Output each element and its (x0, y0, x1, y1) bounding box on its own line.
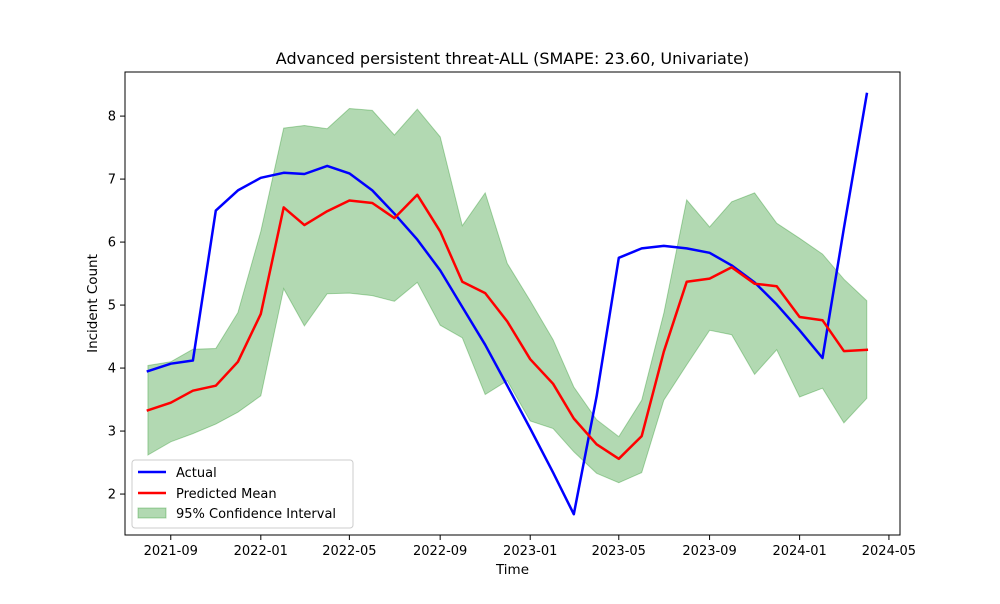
series-lines (146, 92, 869, 516)
x-axis: 2021-09 2022-01 2022-05 2022-09 2023-01 2023-… (144, 535, 916, 559)
x-tick-label: 2022-09 (413, 544, 467, 559)
axes-frame (124, 71, 901, 536)
y-axis: 2 3 4 5 6 7 8 (108, 110, 125, 503)
legend: Actual Predicted Mean 95% Confidence Int… (131, 459, 354, 529)
y-tick-label: 3 (108, 425, 116, 440)
legend-label-confidence-interval: 95% Confidence Interval (176, 507, 336, 522)
confidence-interval-band (147, 107, 868, 484)
y-tick-label: 5 (108, 299, 116, 314)
x-tick-label: 2023-01 (503, 544, 557, 559)
legend-label-actual: Actual (176, 466, 217, 481)
x-tick-label: 2021-09 (144, 544, 198, 559)
plot-area (146, 92, 869, 516)
series-line-predicted-mean (146, 193, 869, 461)
legend-swatch-confidence-interval (137, 507, 167, 519)
y-axis-label: Incident Count (85, 254, 101, 353)
legend-box (131, 459, 354, 529)
legend-label-predicted-mean: Predicted Mean (176, 487, 277, 502)
chart-title: Advanced persistent threat-ALL (SMAPE: 2… (276, 49, 749, 68)
y-tick-label: 8 (108, 110, 116, 125)
x-tick-label: 2024-05 (862, 544, 916, 559)
x-tick-label: 2023-09 (682, 544, 736, 559)
x-tick-label: 2023-05 (592, 544, 646, 559)
y-tick-label: 7 (108, 173, 116, 188)
y-tick-label: 6 (108, 236, 116, 251)
y-tick-label: 4 (108, 362, 116, 377)
x-tick-label: 2022-05 (322, 544, 376, 559)
x-tick-label: 2024-01 (772, 544, 826, 559)
x-axis-label: Time (495, 562, 529, 578)
x-tick-label: 2022-01 (234, 544, 288, 559)
y-tick-label: 2 (108, 488, 116, 503)
